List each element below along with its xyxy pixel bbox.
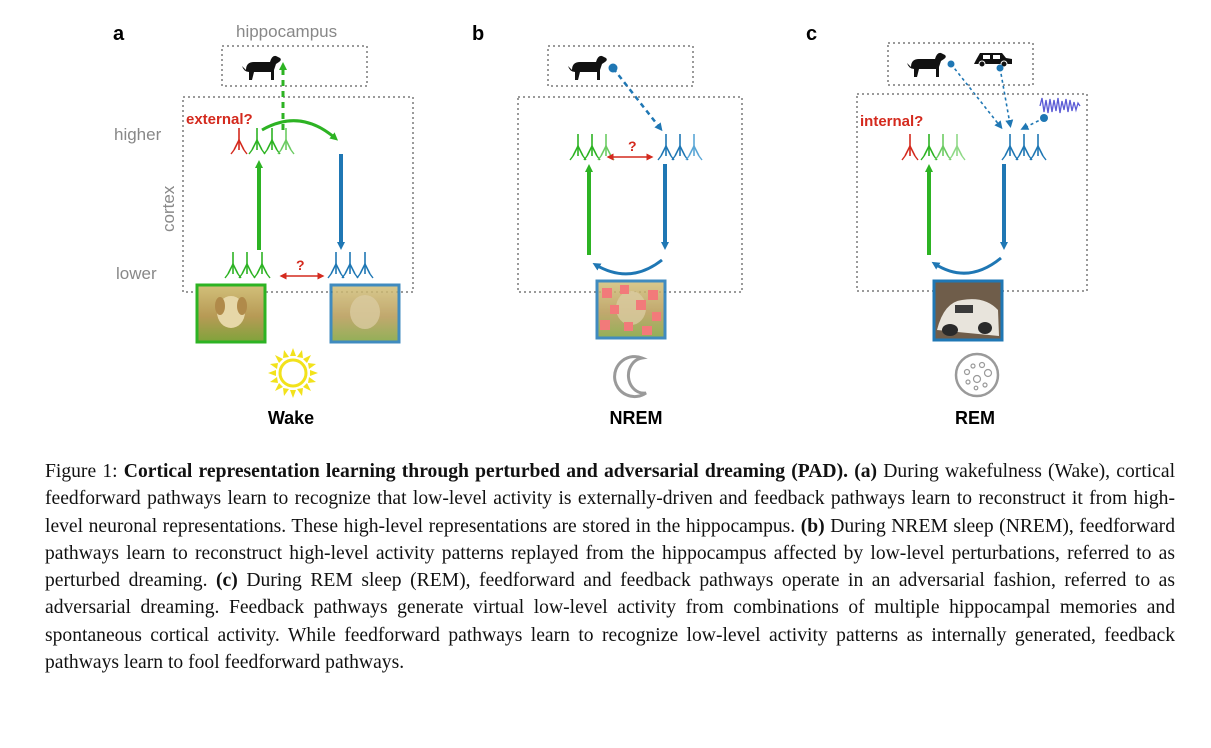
panel-letter-c: c [806, 23, 817, 45]
reconstructed-image [329, 283, 401, 344]
higher-neuron [1015, 133, 1033, 161]
higher-neuron [248, 127, 266, 155]
moon-icon [613, 355, 648, 399]
car-memory-icon [974, 53, 1012, 68]
higher-neuron [934, 133, 952, 161]
cortex-box [517, 96, 743, 293]
cortex-label: cortex [159, 185, 178, 232]
input-image [195, 283, 267, 344]
dreamed-image [932, 279, 1004, 342]
figure-caption: Figure 1: Cortical representation learni… [45, 458, 1175, 676]
higher-neuron [1029, 133, 1047, 161]
replay-arrow [999, 67, 1014, 128]
higher-neuron [583, 133, 601, 161]
state-label-rem: REM [955, 408, 995, 428]
higher-neuron [920, 133, 938, 161]
higher-neuron [569, 133, 587, 161]
discriminator-neuron [230, 127, 248, 155]
caption-tag-b: (b) [800, 515, 825, 537]
lower-neuron [341, 251, 359, 279]
sun-icon [268, 348, 318, 398]
figure-svg: a hippocampus higher cortex lower extern… [113, 22, 1088, 428]
panel-a: a hippocampus higher cortex lower extern… [113, 22, 414, 428]
noise-arrow [1020, 117, 1045, 130]
panel-letter-b: b [472, 23, 484, 45]
replay-arrow [950, 63, 1003, 130]
cortex-box [182, 96, 414, 293]
higher-neuron [263, 127, 281, 155]
higher-neuron [657, 133, 675, 161]
hippocampus-label: hippocampus [236, 22, 337, 41]
hippocampus-box [547, 45, 694, 87]
state-label-wake: Wake [268, 408, 314, 428]
panel-b: b ? NREM [472, 23, 743, 428]
mismatch-mark: ? [296, 257, 305, 273]
lower-neuron [238, 251, 256, 279]
transfer-arrow [261, 119, 339, 141]
lower-neuron [327, 251, 345, 279]
caption-tag-c: (c) [216, 570, 238, 592]
internal-question-label: internal? [860, 113, 923, 130]
spontaneous-activity-noise [1039, 97, 1081, 114]
higher-neuron [948, 133, 966, 161]
caption-text-c: During REM sleep (REM), feedforward and … [45, 570, 1175, 674]
hippocampus-box [221, 45, 368, 87]
caption-text-b: During NREM sleep (NREM), feedforward pa… [45, 515, 1175, 592]
mismatch-mark: ? [628, 138, 637, 154]
replay-arrow [612, 67, 663, 132]
perturbed-image [595, 279, 667, 340]
higher-neuron [671, 133, 689, 161]
discriminator-neuron [901, 133, 919, 161]
figure-label: Figure 1: [45, 461, 118, 482]
state-label-nrem: NREM [610, 408, 663, 428]
higher-neuron [1001, 133, 1019, 161]
lower-label: lower [116, 264, 157, 283]
loop-arrow [592, 258, 663, 276]
higher-neuron [277, 127, 295, 155]
lower-neuron [253, 251, 271, 279]
figure-panel: a hippocampus higher cortex lower extern… [113, 22, 1088, 428]
rem-eye-icon [954, 352, 1000, 398]
caption-tag-a: (a) [854, 461, 878, 482]
dog-memory-icon [242, 55, 281, 80]
loop-arrow [931, 256, 1002, 275]
higher-neuron [685, 133, 703, 161]
lower-neuron [356, 251, 374, 279]
lower-neuron [224, 251, 242, 279]
hippocampus-box [887, 42, 1034, 86]
external-question-label: external? [186, 111, 253, 128]
higher-neuron [597, 133, 615, 161]
caption-text-a: During wakefulness (Wake), cortical feed… [45, 461, 1176, 537]
caption-title: Cortical representation learning through… [123, 461, 849, 482]
dog-memory-icon [907, 52, 946, 77]
panel-letter-a: a [113, 23, 125, 45]
higher-label: higher [114, 125, 162, 144]
panel-c: c internal? [806, 23, 1088, 428]
dog-memory-icon [568, 55, 607, 80]
